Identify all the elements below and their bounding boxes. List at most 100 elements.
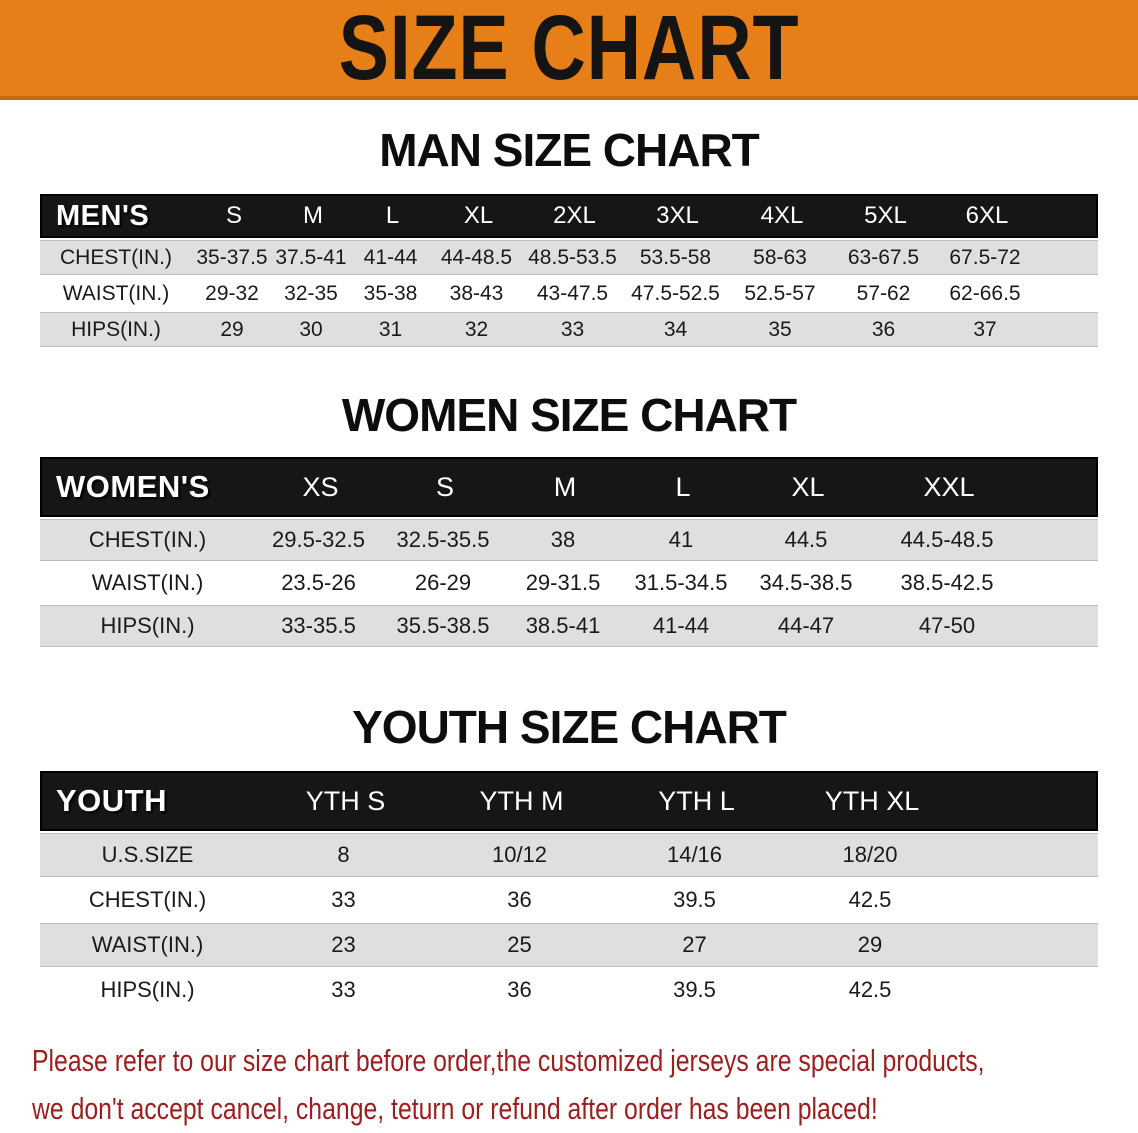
cell: 29.5-32.5 <box>272 527 365 552</box>
footer-note: Please refer to our size chart before or… <box>32 1037 1138 1133</box>
table-row-waist: WAIST(IN.) 23.5-26 26-29 29-31.5 31.5-34… <box>40 563 1098 603</box>
cell: 33 <box>331 977 356 1002</box>
column-header: 6XL <box>965 202 1009 229</box>
cell: 62-66.5 <box>949 281 1021 305</box>
cell: 32 <box>464 317 489 341</box>
row-label: WAIST(IN.) <box>91 932 204 957</box>
youth-header-label: YOUTH <box>56 783 167 818</box>
cell: 63-67.5 <box>847 245 920 269</box>
cell: 35-37.5 <box>196 245 268 269</box>
cell: 53.5-58 <box>639 245 712 269</box>
cell: 29 <box>220 317 244 341</box>
cell: 31.5-34.5 <box>634 570 728 595</box>
mens-table-header-row: MEN'S S M L XL 2XL 3XL 4XL 5XL 6XL <box>40 194 1098 238</box>
row-label: WAIST(IN.) <box>91 570 204 595</box>
cell: 42.5 <box>848 887 892 912</box>
cell: 31 <box>378 317 403 341</box>
row-label: HIPS(IN.) <box>71 317 161 341</box>
cell: 32.5-35.5 <box>396 527 490 552</box>
cell: 35.5-38.5 <box>396 613 490 638</box>
cell: 44.5 <box>784 527 828 552</box>
cell: 43-47.5 <box>536 281 609 305</box>
cell: 52.5-57 <box>744 281 816 305</box>
table-row-hips: HIPS(IN.) 29 30 31 32 33 34 35 36 37 <box>40 312 1098 347</box>
cell: 23.5-26 <box>281 570 356 595</box>
cell: 48.5-53.5 <box>528 245 617 269</box>
cell: 14/16 <box>666 842 723 867</box>
cell: 38 <box>550 527 576 552</box>
cell: 38-43 <box>449 281 504 305</box>
womens-table-header-row: WOMEN'S XS S M L XL XXL <box>40 457 1098 517</box>
row-label: WAIST(IN.) <box>62 281 170 305</box>
row-label: HIPS(IN.) <box>100 977 195 1002</box>
table-row-waist: WAIST(IN.) 23 25 27 29 <box>40 923 1098 967</box>
youth-section-title: YOUTH SIZE CHART <box>352 701 787 753</box>
cell: 44.5-48.5 <box>900 527 994 552</box>
cell: 30 <box>299 317 323 341</box>
cell: 36 <box>871 317 896 341</box>
cell: 41-44 <box>363 245 418 269</box>
footer-note-line2: we don't accept cancel, change, teturn o… <box>32 1091 878 1126</box>
table-row-waist: WAIST(IN.) 29-32 32-35 35-38 38-43 43-47… <box>40 277 1098 310</box>
banner-title: SIZE CHART <box>338 0 800 99</box>
cell: 47.5-52.5 <box>631 281 720 305</box>
cell: 42.5 <box>848 977 892 1002</box>
cell: 58-63 <box>753 245 807 269</box>
column-header: XXL <box>923 471 975 502</box>
cell: 39.5 <box>673 887 716 912</box>
cell: 23 <box>331 932 356 957</box>
cell: 29-31.5 <box>525 570 601 595</box>
column-header: XL <box>463 202 494 229</box>
mens-header-label: MEN'S <box>56 199 150 232</box>
row-label: HIPS(IN.) <box>100 613 195 638</box>
column-header: M <box>553 471 577 502</box>
column-header: 2XL <box>553 202 596 229</box>
youth-table-header-row: YOUTH YTH S YTH M YTH L YTH XL <box>40 771 1098 831</box>
column-header: YTH XL <box>824 785 920 816</box>
cell: 67.5-72 <box>949 245 1021 269</box>
column-header: 4XL <box>760 202 804 229</box>
footer-note-line1: Please refer to our size chart before or… <box>32 1043 985 1078</box>
cell: 29 <box>857 932 883 957</box>
column-header: 5XL <box>864 202 907 229</box>
column-header: YTH S <box>305 785 386 816</box>
cell: 25 <box>507 932 532 957</box>
column-header: XS <box>302 471 339 502</box>
cell: 27 <box>682 932 707 957</box>
column-header: 3XL <box>656 202 699 229</box>
row-label: CHEST(IN.) <box>88 887 207 912</box>
cell: 41-44 <box>652 613 710 638</box>
table-row-chest: CHEST(IN.) 33 36 39.5 42.5 <box>40 879 1098 921</box>
cell: 38.5-41 <box>525 613 601 638</box>
cell: 35 <box>768 317 792 341</box>
cell: 41 <box>668 527 694 552</box>
table-row-us-size: U.S.SIZE 8 10/12 14/16 18/20 <box>40 833 1098 877</box>
cell: 57-62 <box>856 281 911 305</box>
cell: 36 <box>507 977 532 1002</box>
cell: 38.5-42.5 <box>900 570 994 595</box>
table-row-chest: CHEST(IN.) 35-37.5 37.5-41 41-44 44-48.5… <box>40 240 1098 275</box>
cell: 10/12 <box>491 842 548 867</box>
man-section-title: MAN SIZE CHART <box>379 124 760 176</box>
cell: 8 <box>337 842 350 867</box>
cell: 33 <box>331 887 356 912</box>
column-header: L <box>675 471 691 502</box>
cell: 33 <box>560 317 585 341</box>
cell: 34 <box>663 317 688 341</box>
table-row-hips: HIPS(IN.) 33-35.5 35.5-38.5 38.5-41 41-4… <box>40 605 1098 647</box>
column-header: S <box>435 471 454 502</box>
size-chart-banner: SIZE CHART <box>0 0 1138 100</box>
cell: 35-38 <box>363 281 418 305</box>
cell: 34.5-38.5 <box>759 570 853 595</box>
youth-size-table: YOUTH YTH S YTH M YTH L YTH XL U.S.SIZE … <box>40 771 1098 1011</box>
row-label: CHEST(IN.) <box>60 245 172 269</box>
cell: 33-35.5 <box>281 613 356 638</box>
womens-size-table: WOMEN'S XS S M L XL XXL CHEST(IN.) 29.5-… <box>40 457 1098 647</box>
cell: 36 <box>507 887 532 912</box>
cell: 44-48.5 <box>440 245 513 269</box>
row-label: CHEST(IN.) <box>88 527 207 552</box>
column-header: YTH L <box>658 785 735 816</box>
cell: 18/20 <box>842 842 898 867</box>
women-section-title: WOMEN SIZE CHART <box>341 389 797 441</box>
cell: 32-35 <box>284 281 338 305</box>
